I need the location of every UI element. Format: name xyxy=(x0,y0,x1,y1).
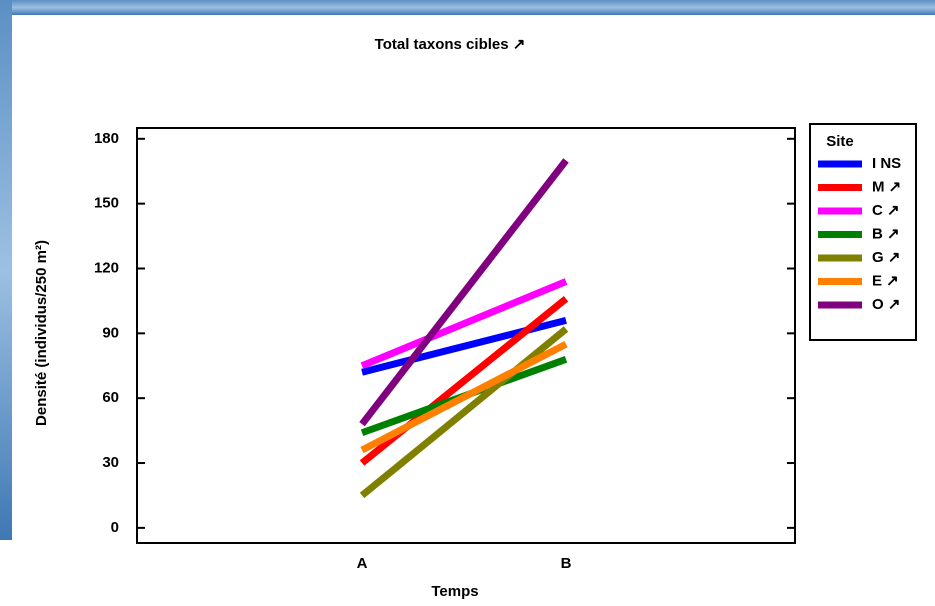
y-tick-label: 180 xyxy=(94,130,119,147)
y-axis-label: Densité (individus/250 m²) xyxy=(33,240,50,426)
y-tick-label: 120 xyxy=(94,259,119,276)
y-tick-label: 30 xyxy=(102,454,119,471)
plot-frame xyxy=(136,127,796,544)
legend-label: C ↗ xyxy=(872,202,900,219)
series-line xyxy=(360,278,568,369)
legend-label: B ↗ xyxy=(872,225,900,242)
sky-strip xyxy=(0,0,12,540)
y-tick-label: 0 xyxy=(111,519,119,536)
y-tick-label: 60 xyxy=(102,389,119,406)
legend-title: Site xyxy=(826,133,854,150)
legend-label: E ↗ xyxy=(872,272,899,289)
legend-label: G ↗ xyxy=(872,249,900,266)
series-line xyxy=(360,341,568,454)
x-tick-label: B xyxy=(561,555,572,572)
x-axis-label: Temps xyxy=(431,583,478,600)
series-line xyxy=(359,158,569,427)
y-tick-label: 150 xyxy=(94,195,119,212)
chart-title: Total taxons cibles ↗ xyxy=(375,36,526,53)
x-tick-label: A xyxy=(357,555,368,572)
y-tick-label: 90 xyxy=(102,324,119,341)
legend-label: M ↗ xyxy=(872,178,901,195)
sky-strip xyxy=(0,0,935,15)
series-line xyxy=(359,326,569,499)
legend-label: I NS xyxy=(872,155,901,172)
legend-label: O ↗ xyxy=(872,296,900,313)
